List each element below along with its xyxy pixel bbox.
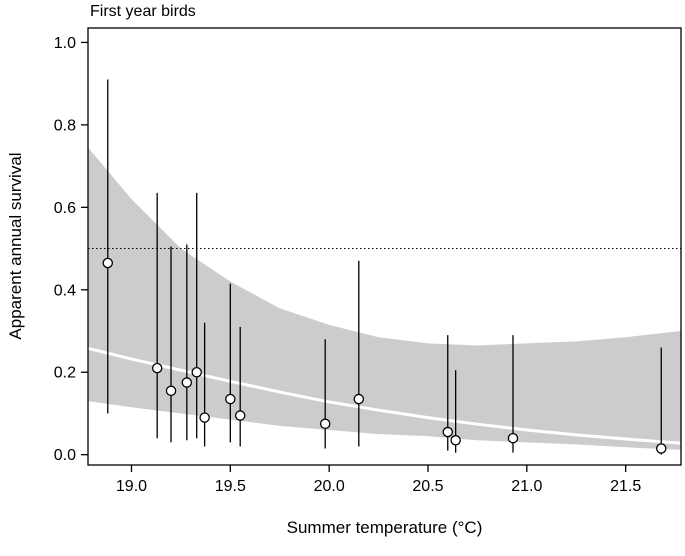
x-axis-label: Summer temperature (°C) <box>286 518 483 537</box>
data-point <box>319 418 331 430</box>
data-point <box>442 426 454 438</box>
data-point <box>102 257 114 269</box>
x-tick-label: 19.5 <box>215 478 246 495</box>
confidence-band <box>88 147 681 450</box>
plot-frame <box>87 27 682 466</box>
data-point <box>234 410 246 421</box>
x-tick-label: 20.0 <box>314 478 345 495</box>
x-tick-label: 21.5 <box>610 478 641 495</box>
data-point <box>191 366 202 378</box>
fit-line <box>86 346 683 445</box>
y-tick-label: 0.8 <box>54 117 76 134</box>
data-point <box>151 362 163 374</box>
data-point <box>507 432 519 444</box>
y-tick-label: 0.2 <box>54 365 76 382</box>
y-tick-label: 0.0 <box>54 447 76 464</box>
data-point <box>450 435 461 446</box>
data-point <box>655 443 667 454</box>
data-point <box>199 412 210 423</box>
x-tick-label: 21.0 <box>511 478 542 495</box>
x-tick-label: 19.0 <box>116 478 147 495</box>
data-point <box>353 393 365 405</box>
y-tick-label: 0.6 <box>54 200 76 217</box>
y-tick-label: 1.0 <box>54 35 76 52</box>
x-tick-label: 20.5 <box>412 478 443 495</box>
y-tick-label: 0.4 <box>54 282 76 299</box>
data-point <box>181 377 193 388</box>
y-axis-label: Apparent annual survival <box>6 152 25 340</box>
data-point <box>165 385 177 397</box>
chart-title: First year birds <box>90 3 196 20</box>
data-point <box>225 393 236 405</box>
